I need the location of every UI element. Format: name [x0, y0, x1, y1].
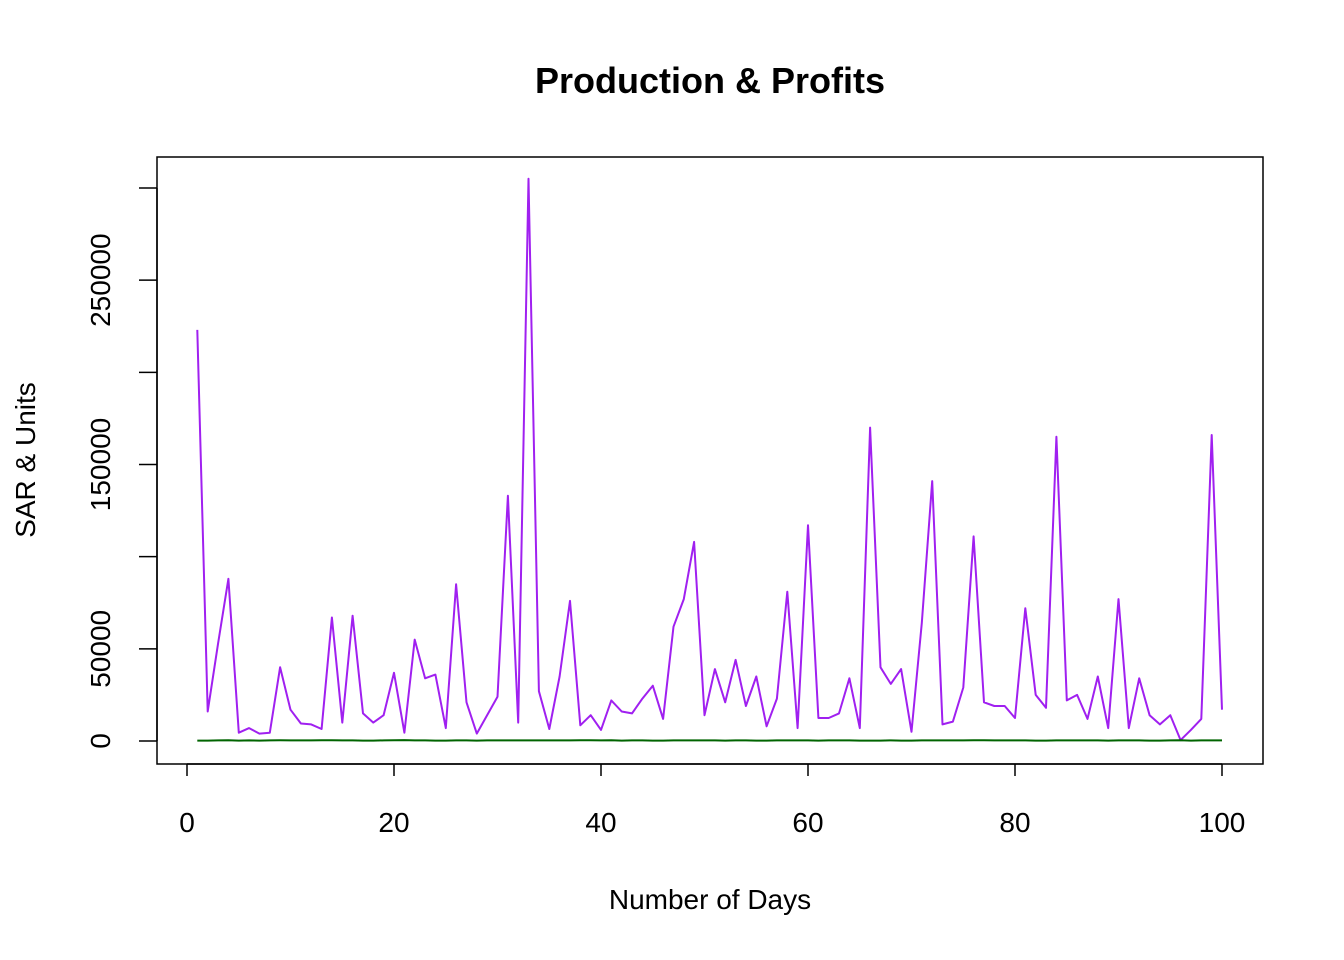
- series-group: [196, 177, 1223, 742]
- y-tick-label: 150000: [85, 418, 116, 511]
- x-tick-label: 0: [179, 807, 195, 838]
- x-tick-label: 20: [378, 807, 409, 838]
- x-axis-label: Number of Days: [609, 884, 811, 915]
- x-tick-label: 100: [1199, 807, 1246, 838]
- x-tick-label: 60: [792, 807, 823, 838]
- series-line-1: [196, 177, 1223, 742]
- y-axis: 0 50000 150000 250000: [85, 187, 158, 749]
- y-tick-label: 250000: [85, 233, 116, 326]
- series-line-2: [197, 739, 1222, 742]
- x-tick-label: 80: [999, 807, 1030, 838]
- x-tick-label: 40: [585, 807, 616, 838]
- y-tick-label: 50000: [85, 610, 116, 688]
- y-tick-label: 0: [85, 733, 116, 749]
- plot-frame: [156, 156, 1264, 765]
- chart-title: Production & Profits: [535, 60, 885, 101]
- x-axis: 0 20 40 60 80 100: [179, 763, 1246, 838]
- y-axis-label: SAR & Units: [10, 382, 41, 538]
